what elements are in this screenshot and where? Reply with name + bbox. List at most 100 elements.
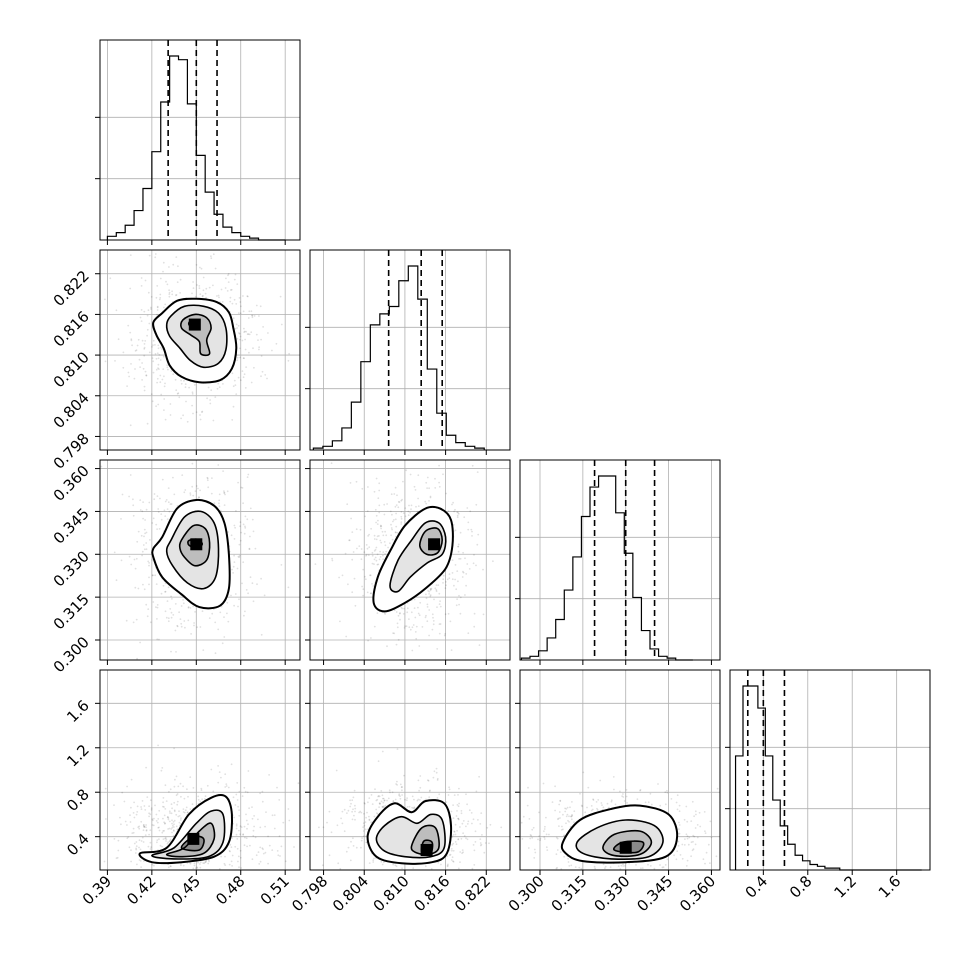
scatter-point — [264, 374, 267, 376]
scatter-point — [371, 554, 374, 557]
scatter-point — [593, 865, 596, 868]
scatter-point — [205, 287, 208, 290]
scatter-point — [214, 396, 217, 398]
x-tick-label: 0.4 — [742, 872, 772, 902]
scatter-point — [377, 563, 380, 566]
scatter-point — [438, 632, 441, 635]
scatter-point — [231, 837, 233, 839]
scatter-point — [456, 511, 459, 514]
scatter-point — [167, 866, 170, 869]
scatter-point — [415, 505, 417, 508]
scatter-point — [179, 819, 182, 821]
scatter-point — [405, 625, 408, 628]
scatter-point — [132, 498, 134, 501]
scatter-point — [206, 477, 209, 480]
scatter-point — [452, 834, 455, 836]
scatter-point — [235, 824, 238, 827]
scatter-point — [444, 613, 447, 616]
scatter-point — [130, 563, 133, 566]
scatter-point — [489, 823, 492, 826]
scatter-point — [132, 827, 135, 830]
scatter-point — [245, 819, 248, 822]
scatter-point — [178, 810, 180, 813]
scatter-point — [380, 800, 383, 803]
scatter-point — [244, 790, 247, 793]
scatter-point — [435, 590, 438, 593]
scatter-point — [198, 285, 201, 287]
scatter-point — [479, 842, 482, 844]
scatter-point — [170, 803, 173, 806]
scatter-point — [195, 867, 197, 870]
scatter-point — [355, 528, 358, 531]
scatter-point — [434, 477, 436, 480]
scatter-point — [413, 607, 416, 609]
scatter-point — [384, 613, 386, 615]
scatter-point — [365, 553, 368, 556]
scatter-point — [321, 864, 324, 867]
scatter-point — [580, 804, 583, 807]
scatter-point — [366, 510, 369, 512]
scatter-point — [351, 591, 354, 594]
scatter-point — [461, 576, 464, 578]
scatter-point — [149, 841, 152, 844]
scatter-point — [564, 807, 566, 810]
scatter-point — [351, 810, 353, 813]
scatter-point — [385, 534, 388, 537]
scatter-point — [482, 568, 484, 571]
scatter-point — [352, 796, 355, 799]
x-tick-label: 1.6 — [875, 872, 905, 902]
scatter-point — [193, 862, 196, 865]
scatter-point — [534, 851, 537, 854]
scatter-point — [429, 495, 432, 498]
scatter-point — [251, 858, 254, 861]
scatter-point — [133, 801, 136, 804]
scatter-point — [122, 351, 125, 354]
scatter-point — [409, 511, 411, 514]
scatter-point — [156, 285, 159, 287]
scatter-point — [451, 844, 454, 846]
scatter-point — [426, 603, 429, 606]
scatter-point — [435, 584, 438, 586]
scatter-point — [237, 805, 240, 808]
scatter-point — [170, 595, 173, 598]
scatter-point — [570, 818, 573, 821]
scatter-point — [262, 848, 264, 851]
scatter-point — [442, 574, 445, 577]
scatter-point — [151, 574, 154, 577]
panel-frame — [729, 669, 931, 871]
scatter-point — [167, 586, 170, 589]
scatter-point — [430, 587, 433, 590]
scatter-point — [677, 840, 680, 843]
scatter-point — [224, 864, 227, 866]
scatter-point — [191, 404, 194, 407]
scatter-point — [240, 826, 243, 828]
scatter-point — [389, 510, 392, 513]
scatter-point — [167, 841, 170, 844]
x-tick-label: 0.8 — [786, 872, 816, 902]
scatter-point — [268, 774, 270, 776]
scatter-point — [670, 798, 673, 800]
scatter-point — [156, 821, 159, 824]
scatter-point — [143, 826, 146, 828]
scatter-point — [238, 598, 240, 601]
scatter-point — [171, 807, 174, 810]
scatter-point — [243, 844, 246, 847]
scatter-point — [596, 809, 599, 811]
scatter-point — [164, 418, 167, 421]
scatter-point — [164, 303, 167, 306]
scatter-point — [376, 553, 379, 556]
scatter-point — [386, 645, 388, 648]
scatter-point — [246, 791, 249, 794]
scatter-point — [480, 812, 483, 814]
scatter-point — [434, 587, 437, 590]
scatter-point — [171, 290, 174, 293]
scatter-point — [412, 807, 415, 810]
scatter-point — [177, 392, 180, 394]
scatter-point — [358, 545, 361, 547]
scatter-point — [448, 786, 450, 789]
scatter-point — [259, 846, 262, 849]
scatter-point — [268, 844, 271, 847]
scatter-point — [351, 558, 354, 561]
scatter-point — [148, 812, 151, 815]
scatter-point — [251, 314, 253, 317]
